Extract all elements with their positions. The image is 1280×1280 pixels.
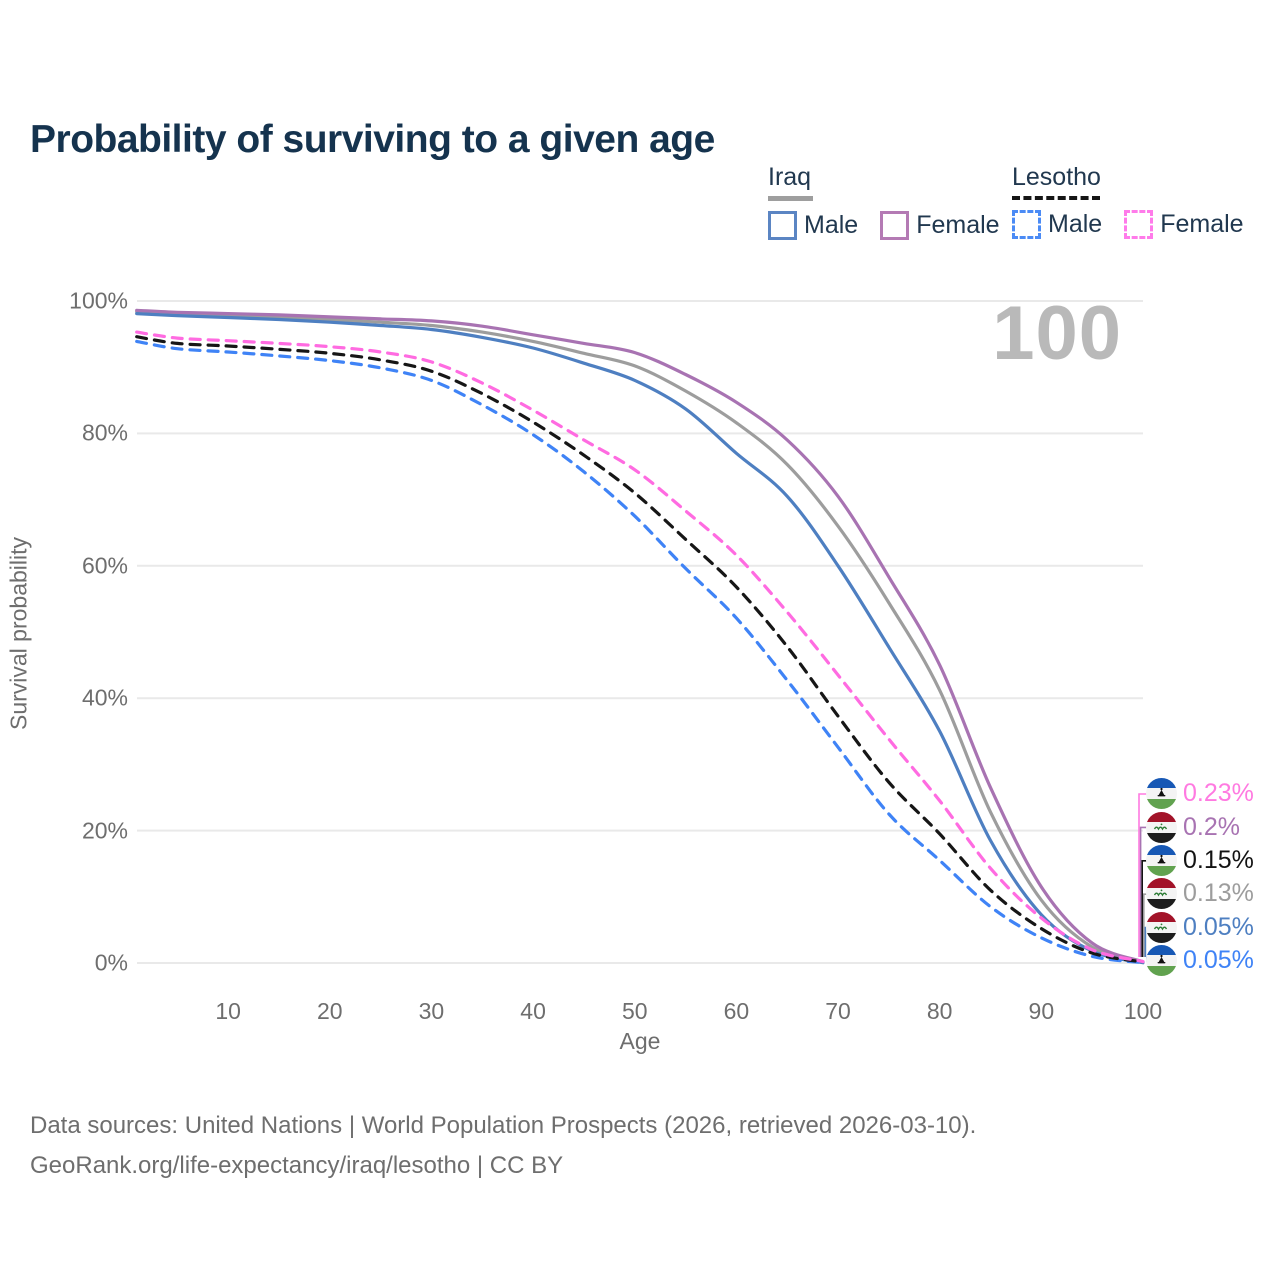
legend-label-iraq-male: Male bbox=[804, 211, 859, 239]
legend-swatch-iraq-male-icon bbox=[768, 211, 797, 240]
legend-label-iraq-female: Female bbox=[916, 211, 1000, 239]
x-tick-label: 10 bbox=[215, 998, 241, 1024]
mokorotlo-hat-icon bbox=[1157, 955, 1166, 964]
iraq-flag-icon bbox=[1146, 811, 1177, 843]
end-label-value: 0.23% bbox=[1183, 779, 1254, 808]
legend-swatch-lesotho-female-icon bbox=[1124, 210, 1154, 239]
y-tick-label: 40% bbox=[81, 684, 128, 711]
y-tick-label: 100% bbox=[69, 287, 128, 314]
takbir-script-icon bbox=[1153, 823, 1168, 831]
end-label-iraq[interactable]: 0.13% bbox=[1146, 877, 1254, 910]
end-label-lesotho-male[interactable]: 0.05% bbox=[1146, 944, 1254, 977]
legend-group-lesotho: Lesotho Male Female bbox=[1012, 163, 1244, 239]
data-source-line1: Data sources: United Nations | World Pop… bbox=[30, 1112, 977, 1139]
iraq-flag-icon bbox=[1146, 878, 1177, 910]
lesotho-flag-icon bbox=[1146, 844, 1177, 876]
end-label-lesotho-female[interactable]: 0.23% bbox=[1146, 777, 1254, 810]
legend-swatch-iraq-female-icon bbox=[880, 211, 910, 240]
series-line-iraq[interactable] bbox=[135, 310, 1145, 964]
x-tick-label: 20 bbox=[317, 998, 343, 1024]
series-line-lesotho-female[interactable] bbox=[135, 330, 1145, 964]
age-counter-watermark: 100 bbox=[992, 291, 1122, 376]
series-line-lesotho[interactable] bbox=[135, 335, 1145, 964]
x-tick-label: 60 bbox=[723, 998, 750, 1024]
end-label-value: 0.05% bbox=[1183, 946, 1254, 975]
series-end-labels: 0.23% 0.2% 0.15% 0.13% 0.05% 0.05% bbox=[1146, 777, 1254, 977]
legend-country-lesotho[interactable]: Lesotho bbox=[1012, 163, 1101, 191]
iraq-flag-icon bbox=[1146, 911, 1177, 943]
end-label-value: 0.13% bbox=[1183, 879, 1254, 908]
end-label-value: 0.15% bbox=[1183, 845, 1254, 874]
legend-label-lesotho-male: Male bbox=[1048, 210, 1103, 238]
x-tick-label: 80 bbox=[926, 998, 953, 1024]
data-source-note: Data sources: United Nations | World Pop… bbox=[30, 1106, 976, 1186]
legend-item-lesotho-male[interactable]: Male bbox=[1012, 210, 1102, 239]
legend-country-iraq[interactable]: Iraq bbox=[768, 163, 812, 191]
x-tick-label: 70 bbox=[825, 998, 851, 1024]
series-line-lesotho-male[interactable] bbox=[135, 339, 1145, 965]
series-line-iraq-male[interactable] bbox=[135, 312, 1145, 965]
legend-swatch-lesotho-male-icon bbox=[1012, 210, 1041, 239]
y-axis-title: Survival probability bbox=[5, 536, 32, 731]
end-label-value: 0.05% bbox=[1183, 912, 1254, 941]
page-title: Probability of surviving to a given age bbox=[30, 118, 715, 162]
mokorotlo-hat-icon bbox=[1157, 788, 1166, 797]
legend-item-iraq-female[interactable]: Female bbox=[880, 211, 1000, 240]
x-tick-label: 30 bbox=[418, 998, 445, 1024]
x-tick-label: 40 bbox=[520, 998, 546, 1024]
legend-underline-lesotho bbox=[1012, 196, 1100, 200]
y-tick-label: 20% bbox=[81, 817, 128, 844]
legend-underline-iraq bbox=[768, 196, 813, 201]
takbir-script-icon bbox=[1153, 889, 1168, 897]
x-tick-label: 100 bbox=[1123, 998, 1163, 1024]
end-label-value: 0.2% bbox=[1183, 812, 1240, 841]
y-tick-label: 80% bbox=[81, 419, 128, 446]
x-tick-label: 50 bbox=[621, 998, 648, 1024]
legend-label-lesotho-female: Female bbox=[1160, 210, 1244, 238]
end-label-iraq-female[interactable]: 0.2% bbox=[1146, 810, 1254, 843]
lesotho-flag-icon bbox=[1146, 778, 1177, 810]
y-tick-label: 0% bbox=[94, 949, 128, 976]
y-tick-label: 60% bbox=[81, 552, 128, 579]
end-label-iraq-male[interactable]: 0.05% bbox=[1146, 911, 1254, 944]
x-axis-title: Age bbox=[619, 1028, 661, 1054]
mokorotlo-hat-icon bbox=[1157, 854, 1166, 864]
takbir-script-icon bbox=[1153, 923, 1168, 931]
legend-item-lesotho-female[interactable]: Female bbox=[1124, 210, 1244, 239]
lesotho-flag-icon bbox=[1146, 945, 1177, 977]
legend-group-iraq: Iraq Male Female bbox=[768, 163, 1000, 240]
series-line-iraq-female[interactable] bbox=[135, 308, 1145, 964]
data-source-line2[interactable]: GeoRank.org/life-expectancy/iraq/lesotho… bbox=[30, 1152, 564, 1179]
end-label-lesotho[interactable]: 0.15% bbox=[1146, 844, 1254, 877]
x-tick-label: 90 bbox=[1028, 998, 1055, 1024]
legend-item-iraq-male[interactable]: Male bbox=[768, 211, 858, 240]
